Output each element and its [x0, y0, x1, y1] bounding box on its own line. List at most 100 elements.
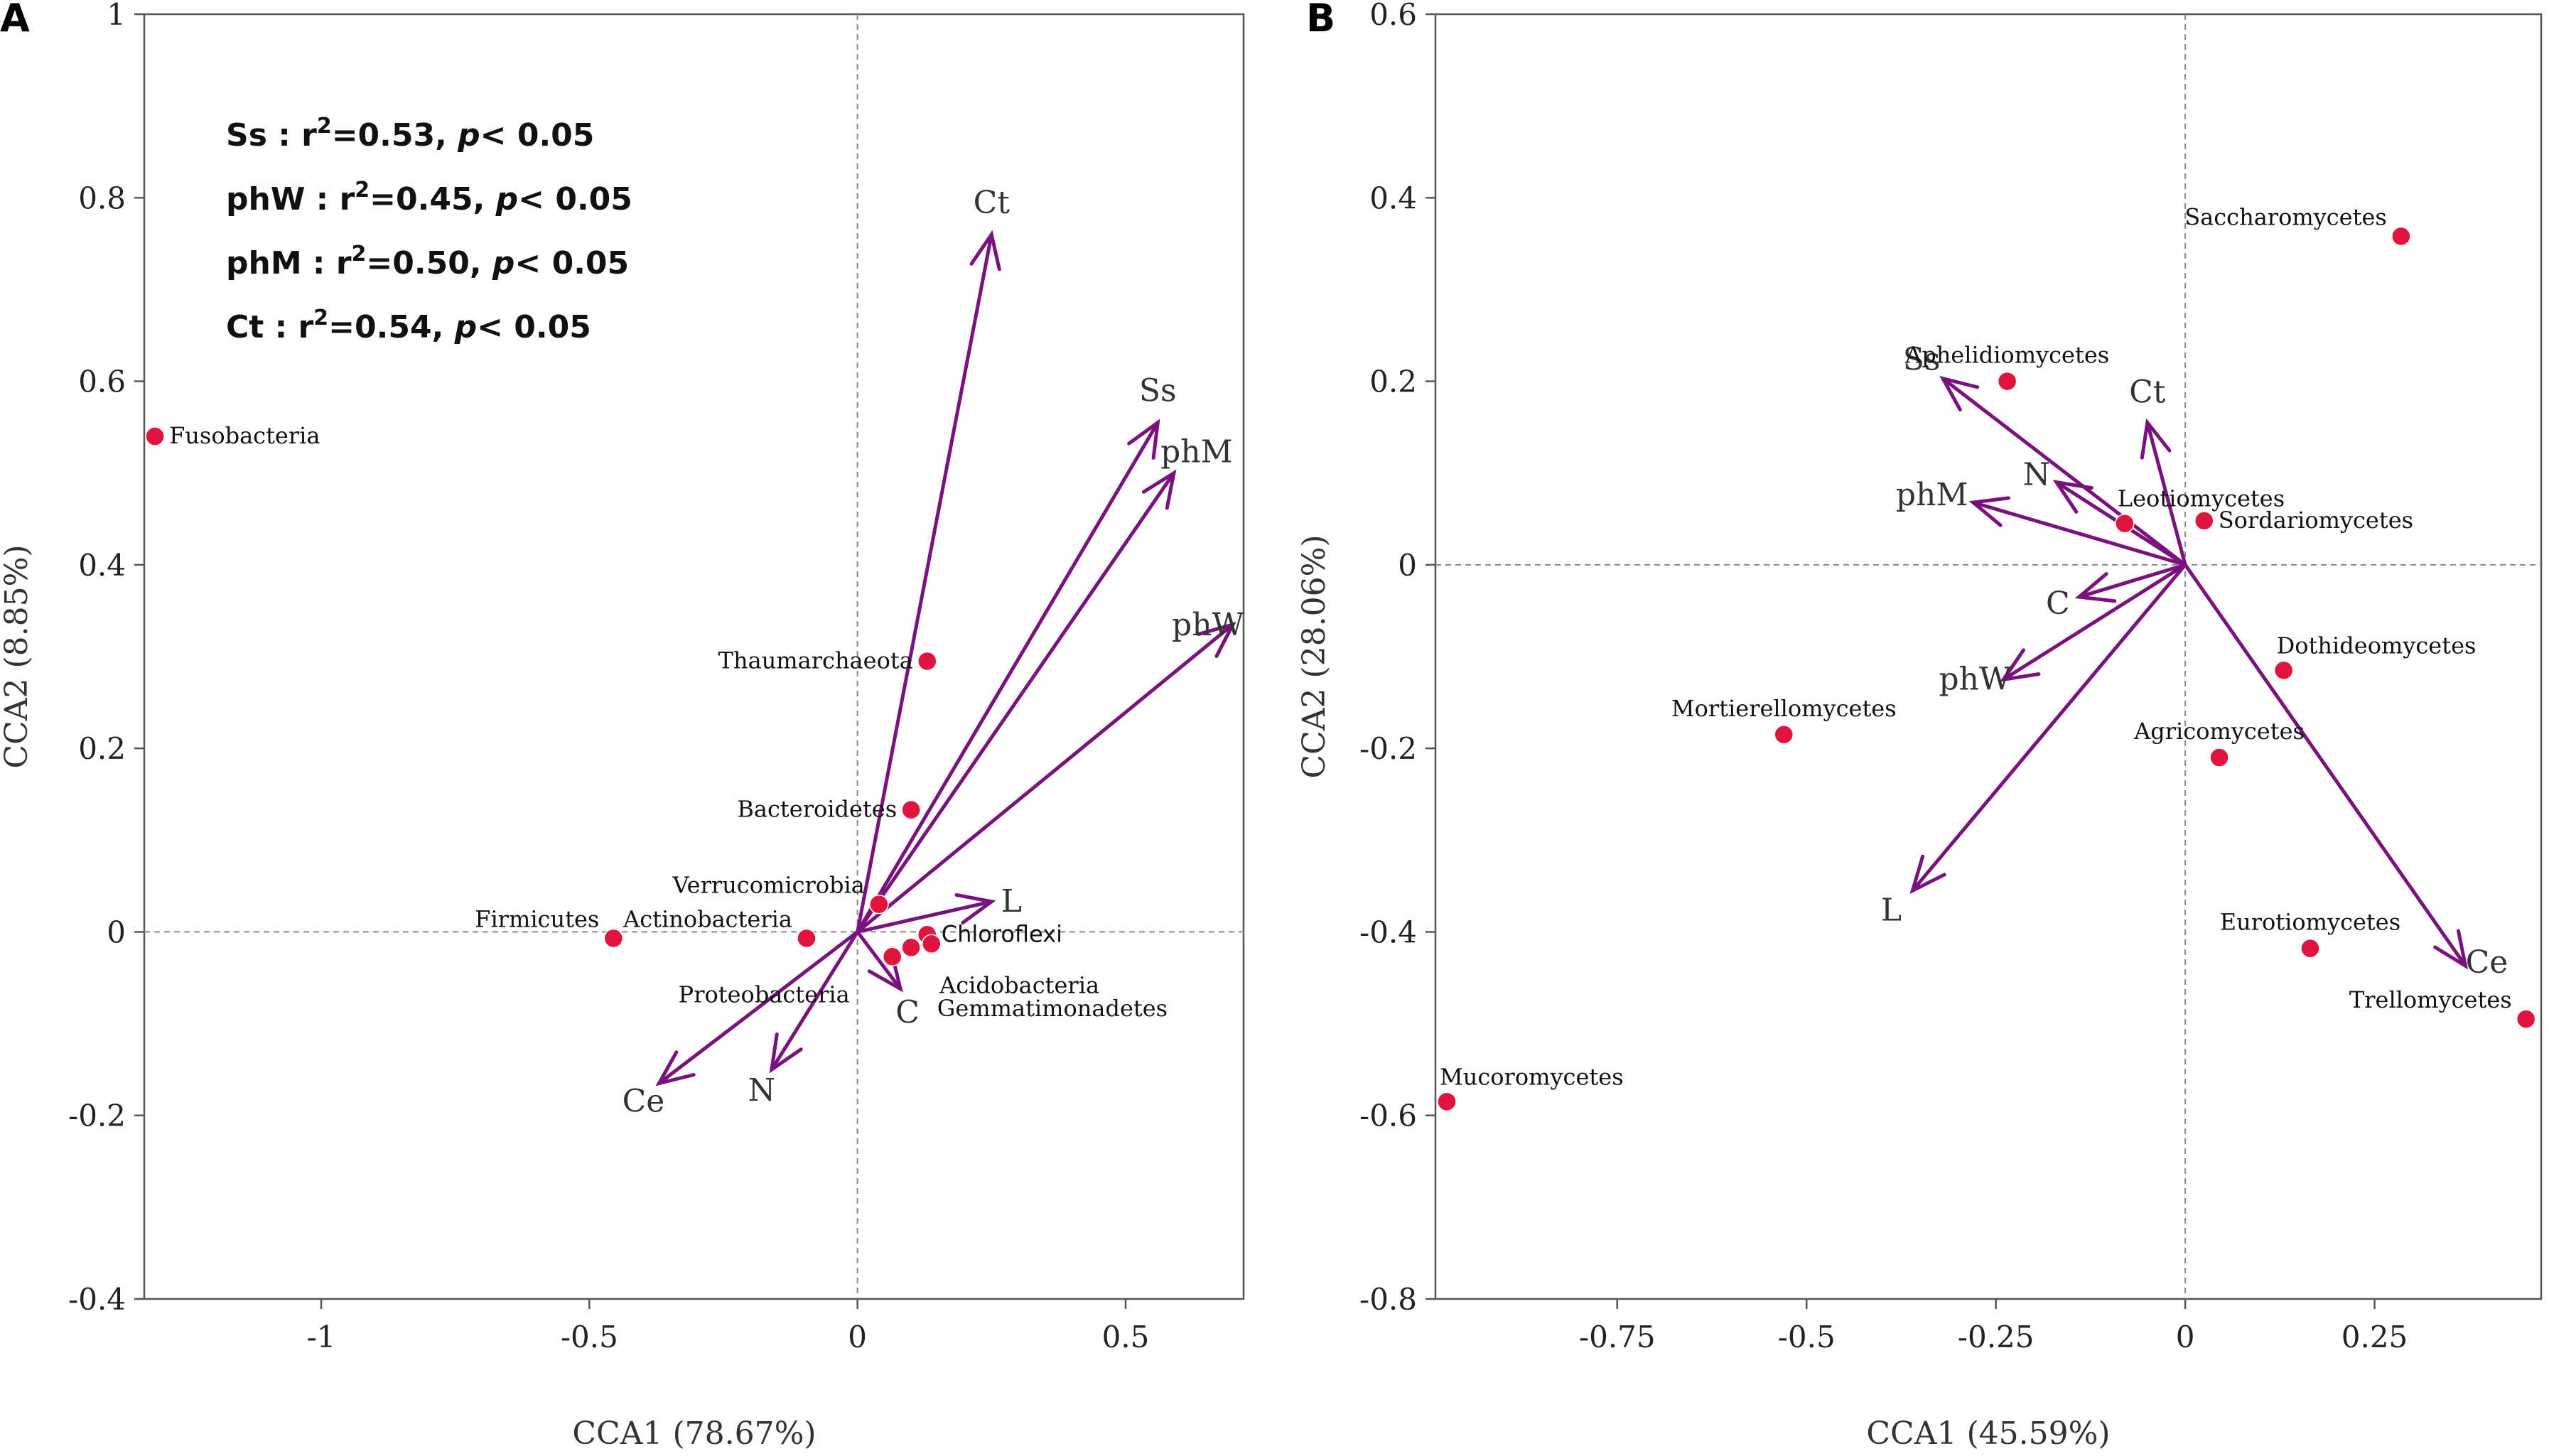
- panel-b-vector-label-ss: Ss: [1903, 342, 1941, 378]
- panel-b-point-eurotiomycetes: [2300, 938, 2320, 959]
- panel-a-point-label-bacteroidetes: Bacteroidetes: [737, 796, 897, 823]
- panel-a: -1 -0.5 0 0.5 -0.4 -0.2 0 0.2 0.4 0.6 0.8 1 Ct Ss phM…: [0, 0, 1245, 1452]
- panel-b-vector-label-phw: phW: [1939, 661, 2012, 697]
- annotation-ss: Ss : r2=0.53, p< 0.05: [226, 114, 594, 153]
- panel-a-xtick-label: 0.5: [1102, 1320, 1150, 1354]
- panel-b-point-label-mortierellomycetes: Mortierellomycetes: [1671, 695, 1897, 722]
- panel-b-ticks: -0.75 -0.5 -0.25 0 0.25 -0.8 -0.6 -0.4 -0.2 0 0.2 0…: [1359, 0, 2408, 1354]
- panel-a-letter: A: [0, 0, 30, 41]
- panel-b-ytick-label: -0.4: [1359, 915, 1417, 949]
- panel-b-vector-label-phm: phM: [1896, 477, 1968, 513]
- panel-a-ytick-label: 0.6: [78, 365, 126, 399]
- panel-b-points: Saccharomycetes Aphelidiomycetes Leotiomyc…: [1437, 204, 2536, 1112]
- panel-b-point-label-agricomycetes: Agricomycetes: [2133, 718, 2305, 745]
- panel-b-point-sordariomycetes: [2194, 511, 2214, 531]
- panel-a-vector-label-n: N: [748, 1072, 776, 1109]
- panel-a-ytick-label: 0.8: [78, 180, 126, 215]
- panel-b-vector-head-phm: [1968, 496, 2010, 527]
- panel-b-vector-head-ct: [2140, 418, 2172, 460]
- panel-b-vector-c: [2077, 563, 2187, 599]
- panel-b-ylabel: CCA2 (28.06%): [1296, 534, 1332, 778]
- panel-a-vector-ce: [657, 929, 860, 1086]
- panel-a-vector-n: [770, 929, 860, 1072]
- panel-a-vector-head-ct: [969, 230, 1001, 271]
- panel-a-vector-phw: [856, 622, 1235, 934]
- panel-a-point-bacteroidetes: [901, 799, 921, 820]
- panel-b-xlabel: CCA1 (45.59%): [1866, 1415, 2110, 1452]
- panel-b-xtick-label: -0.75: [1579, 1320, 1656, 1354]
- panel-b: -0.75 -0.5 -0.25 0 0.25 -0.8 -0.6 -0.4 -0.2 0 0.2 0…: [1296, 0, 2543, 1452]
- panel-a-vector-head-ce: [655, 1050, 696, 1086]
- panel-a-vector-label-ce: Ce: [623, 1084, 665, 1120]
- panel-b-point-label-sordariomycetes: Sordariomycetes: [2219, 507, 2413, 534]
- panel-a-zero-lines: [144, 14, 1244, 1299]
- panel-a-vector-phm: [856, 471, 1176, 934]
- panel-b-point-label-leotiomycetes: Leotiomycetes: [2118, 485, 2285, 512]
- panel-b-vector-head-ss: [1939, 375, 1980, 412]
- panel-b-ytick-label: 0: [1398, 548, 1417, 583]
- panel-a-ytick-label: 0.2: [78, 731, 126, 766]
- panel-a-vector-label-phm: phM: [1160, 434, 1233, 470]
- panel-a-vector-label-l: L: [1001, 883, 1022, 920]
- panel-b-vector-head-phw: [2000, 648, 2041, 682]
- panel-a-vector-head-ss: [1127, 419, 1160, 460]
- panel-a-ticks: -1 -0.5 0 0.5 -0.4 -0.2 0 0.2 0.4 0.6 0.8 1: [68, 0, 1149, 1354]
- panel-b-point-mortierellomycetes: [1774, 725, 1794, 745]
- panel-a-point-label-verrucomicrobia: Verrucomicrobia: [672, 872, 864, 899]
- annotation-ct: Ct : r2=0.54, p< 0.05: [226, 306, 591, 345]
- panel-b-point-label-dothideomycetes: Dothideomycetes: [2277, 632, 2477, 659]
- panel-a-point-label-firmicutes: Firmicutes: [475, 905, 599, 932]
- panel-a-xlabel: CCA1 (78.67%): [572, 1415, 816, 1452]
- panel-b-xtick-label: -0.25: [1958, 1320, 2035, 1354]
- panel-a-ytick-label: -0.4: [68, 1282, 126, 1317]
- panel-b-ytick-label: -0.2: [1359, 731, 1417, 766]
- panel-b-frame: [1434, 13, 2543, 1300]
- panel-b-xtick-label: 0: [2176, 1320, 2195, 1354]
- panel-a-point-label-thaumarchaeota: Thaumarchaeota: [718, 647, 913, 674]
- panel-a-vector-ss: [856, 421, 1160, 934]
- panel-a-ytick-label: 1: [107, 0, 126, 32]
- panel-a-point-proteobacteria: [882, 947, 902, 967]
- panel-b-vector-phw: [2001, 563, 2187, 681]
- panel-b-point-label-saccharomycetes: Saccharomycetes: [2184, 204, 2387, 231]
- panel-b-point-mucoromycetes: [1437, 1091, 1457, 1112]
- panel-b-vector-l: [1910, 563, 2187, 893]
- panel-b-point-label-eurotiomycetes: Eurotiomycetes: [2220, 909, 2400, 936]
- panel-a-point-firmicutes: [603, 928, 624, 949]
- panel-b-point-aphelidiomycetes: [1997, 371, 2017, 392]
- panel-b-vector-head-ce: [2433, 929, 2469, 970]
- panel-a-ytick-label: 0.4: [78, 548, 126, 583]
- panel-a-frame: [143, 13, 1245, 1300]
- panel-a-vector-label-ct: Ct: [974, 185, 1011, 221]
- panel-b-xtick-label: -0.5: [1778, 1320, 1836, 1354]
- panel-a-vector-label-c: C: [895, 994, 920, 1030]
- panel-b-ytick-label: -0.6: [1359, 1099, 1417, 1133]
- panel-a-vector-ct: [856, 232, 993, 934]
- panel-a-point-thaumarchaeota: [917, 651, 937, 672]
- panel-a-vector-label-ss: Ss: [1139, 373, 1177, 409]
- panel-b-vector-head-c: [2074, 572, 2117, 603]
- panel-a-ytick-label: -0.2: [68, 1099, 126, 1133]
- panel-a-point-label-proteobacteria: Proteobacteria: [679, 981, 850, 1008]
- panel-a-point-label-fusobacteria: Fusobacteria: [169, 422, 320, 449]
- panel-a-vector-c: [856, 929, 902, 991]
- panel-a-point-label-chloroflexi: Chloroflexi: [942, 920, 1062, 947]
- panel-b-vector-label-ct: Ct: [2129, 374, 2166, 411]
- panel-a-point-actinobacteria: [797, 928, 817, 949]
- annotation-phm: phM : r2=0.50, p< 0.05: [226, 242, 629, 281]
- panel-a-point-gemmatimonadetes: [922, 934, 942, 954]
- panel-b-point-trellomycetes: [2516, 1009, 2536, 1029]
- panel-b-point-saccharomycetes: [2391, 226, 2411, 247]
- panel-b-vector-ss: [1941, 377, 2187, 567]
- panel-b-ytick-label: 0.4: [1369, 180, 1417, 215]
- panel-b-ytick-label: -0.8: [1359, 1282, 1417, 1317]
- panel-b-vector-phm: [1971, 500, 2187, 567]
- panel-b-point-label-trellomycetes: Trellomycetes: [2349, 986, 2512, 1013]
- panel-a-vectors: Ct Ss phM phW L C N Ce: [623, 185, 1245, 1120]
- panel-a-vector-head-phm: [1141, 469, 1177, 510]
- panel-b-point-label-mucoromycetes: Mucoromycetes: [1440, 1063, 1624, 1090]
- panel-b-vector-label-n: N: [2023, 457, 2051, 493]
- panel-a-vector-l: [856, 900, 993, 934]
